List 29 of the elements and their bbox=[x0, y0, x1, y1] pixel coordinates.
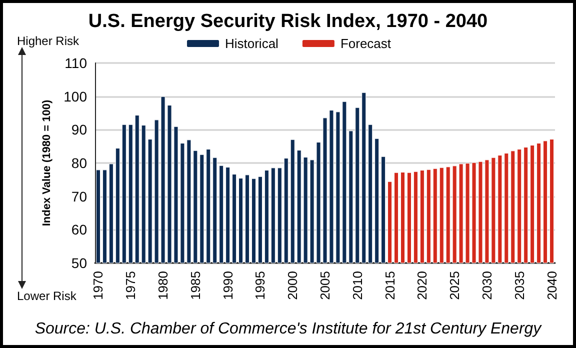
x-tick-label: 2005 bbox=[318, 271, 332, 300]
x-tick-label: 2010 bbox=[350, 271, 365, 300]
x-tick-label: 2020 bbox=[414, 271, 430, 300]
x-tick-label: 1990 bbox=[220, 271, 236, 300]
y-tick-label: 110 bbox=[64, 55, 88, 71]
x-tick-label: 2000 bbox=[285, 271, 300, 300]
legend-label: Historical bbox=[224, 36, 279, 51]
y-axis-title: Index Value (1980 = 100) bbox=[41, 100, 54, 226]
x-tick-label: 1975 bbox=[123, 271, 138, 300]
x-tick-label: 2035 bbox=[512, 271, 527, 300]
x-tick-label: 1995 bbox=[252, 271, 268, 300]
y-tick-label: 50 bbox=[71, 255, 88, 271]
x-tick-label: 2015 bbox=[382, 271, 398, 300]
x-tick-label: 1985 bbox=[188, 271, 203, 300]
source-note: Source: U.S. Chamber of Commerce's Institute for 21st Century Energy bbox=[34, 320, 542, 338]
y-tick-label: 90 bbox=[71, 122, 88, 138]
x-tick-label: 2025 bbox=[447, 271, 462, 300]
chart-title: U.S. Energy Security Risk Index, 1970 - 2040 bbox=[88, 11, 488, 32]
y-tick-label: 100 bbox=[64, 88, 88, 104]
x-tick-label: 2040 bbox=[544, 271, 560, 300]
x-tick-label: 2030 bbox=[479, 271, 494, 300]
x-tick-label: 1980 bbox=[156, 271, 171, 300]
x-tick-label: 1970 bbox=[90, 271, 106, 300]
y-tick-label: 80 bbox=[71, 155, 88, 171]
text: Lower Risk bbox=[17, 289, 78, 303]
y-tick-label: 70 bbox=[71, 188, 88, 204]
y-tick-label: 60 bbox=[71, 222, 88, 238]
text: Higher Risk bbox=[17, 34, 80, 48]
legend-label: Forecast bbox=[340, 36, 392, 51]
